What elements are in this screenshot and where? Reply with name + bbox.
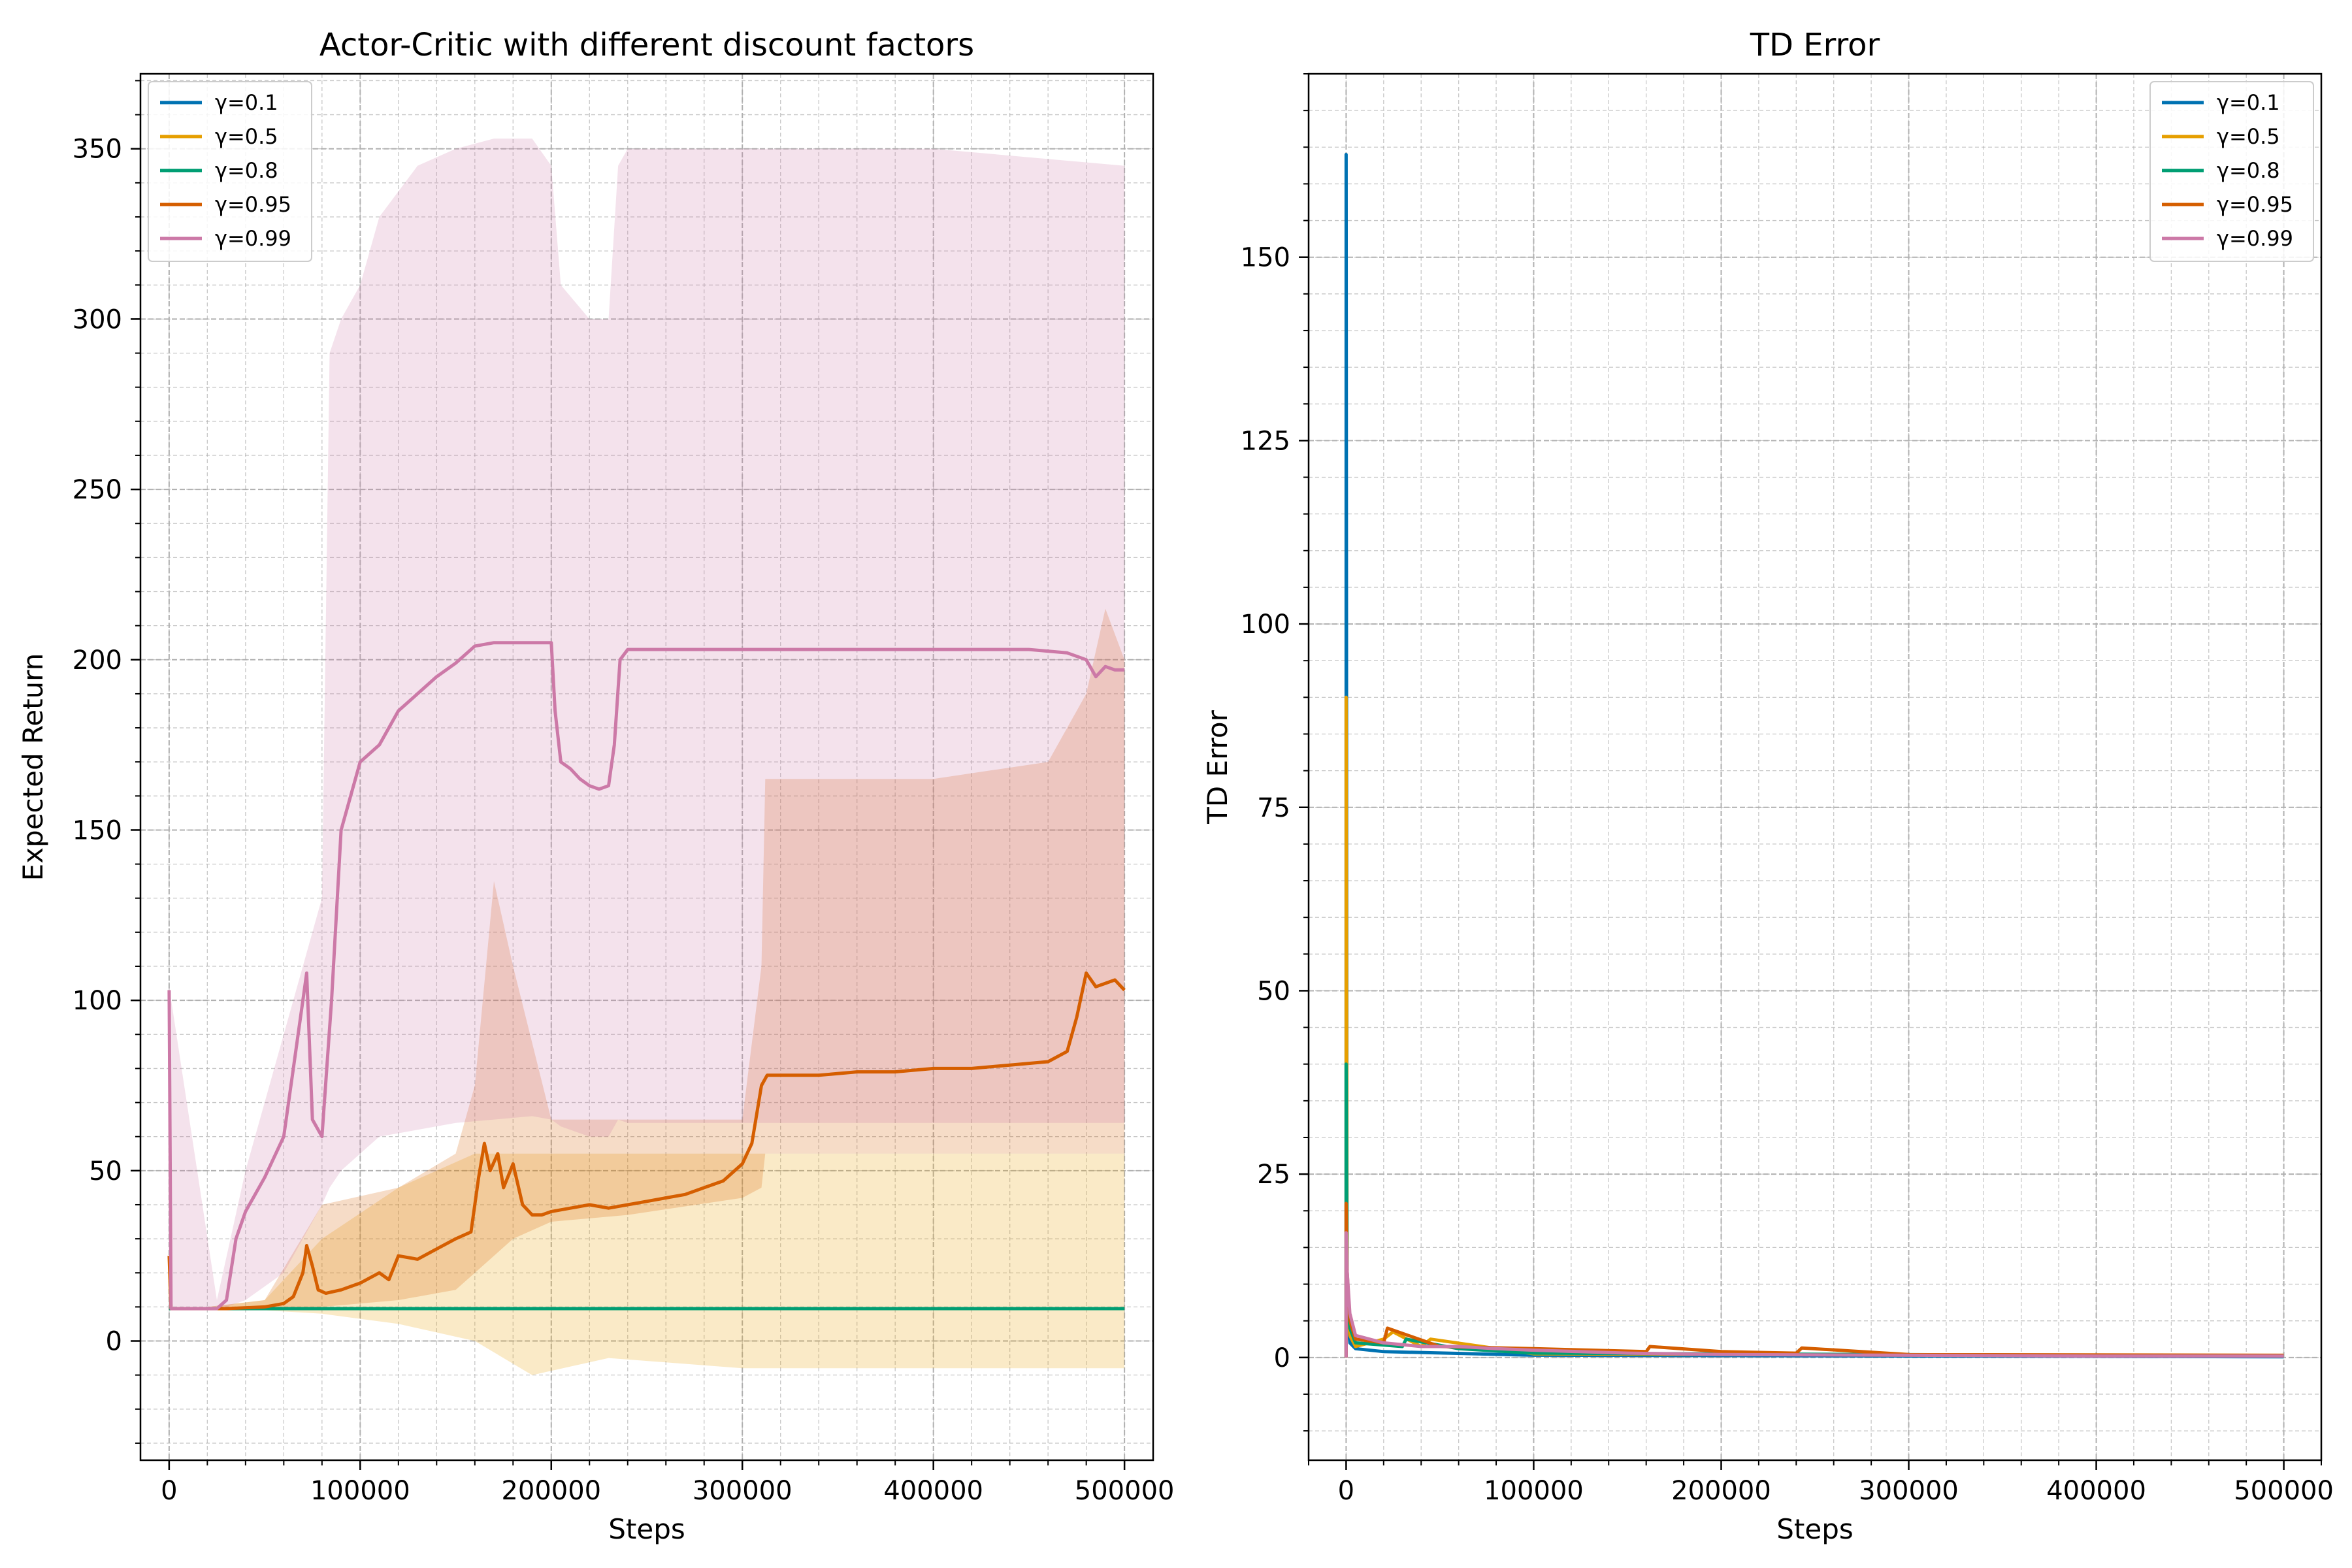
- x-tick-label: 300000: [1859, 1476, 1959, 1506]
- y-axis-label: Expected Return: [17, 653, 49, 881]
- legend-box: [2149, 81, 2314, 262]
- chart-title: TD Error: [1750, 27, 1880, 63]
- legend-label: γ=0.5: [215, 124, 278, 149]
- confidence-band: [169, 1153, 1125, 1375]
- series-line: [1344, 153, 2284, 1359]
- axes-frame: [1307, 73, 2323, 1462]
- legend-box: [148, 81, 312, 262]
- x-tick-label: 300000: [693, 1476, 792, 1506]
- series-line: [167, 971, 1126, 1311]
- y-tick-label: 0: [1274, 1343, 1290, 1373]
- y-tick-label: 0: [106, 1327, 122, 1357]
- ticks: 0 100000 200000 300000 400000 500000 0 50 100 150…: [73, 80, 1175, 1506]
- grid: [140, 74, 1153, 1460]
- x-tick-label: 500000: [2234, 1476, 2334, 1506]
- y-tick-label: 150: [1241, 243, 1290, 273]
- y-tick-label: 125: [1241, 426, 1290, 456]
- confidence-band: [169, 608, 1125, 1311]
- y-tick-label: 350: [73, 135, 122, 165]
- plot-area: [167, 139, 1126, 1375]
- x-tick-label: 400000: [2046, 1476, 2146, 1506]
- y-tick-label: 300: [73, 304, 122, 335]
- legend-label: γ=0.8: [215, 158, 278, 183]
- legend-label: γ=0.95: [215, 192, 291, 217]
- x-tick-label: 200000: [501, 1476, 601, 1506]
- y-tick-label: 150: [73, 815, 122, 845]
- x-tick-label: 100000: [310, 1476, 410, 1506]
- x-tick-label: 0: [1338, 1476, 1354, 1506]
- legend: γ=0.1 γ=0.5 γ=0.8 γ=0.95 γ=0.99: [2149, 81, 2314, 262]
- x-tick-label: 500000: [1075, 1476, 1175, 1506]
- y-tick-label: 75: [1257, 793, 1290, 823]
- legend-label: γ=0.1: [215, 90, 278, 115]
- axes-frame: [139, 73, 1154, 1462]
- plot-area: [1344, 153, 2284, 1359]
- x-tick-label: 200000: [1671, 1476, 1771, 1506]
- grid: [1308, 73, 2322, 1460]
- x-tick-label: 100000: [1484, 1476, 1584, 1506]
- legend-label: γ=0.1: [2217, 90, 2280, 115]
- x-tick-label: 400000: [883, 1476, 983, 1506]
- ticks: 0 100000 200000 300000 400000 500000 0 25 50 75 10…: [1241, 73, 2334, 1506]
- y-tick-label: 100: [1241, 610, 1290, 640]
- legend: γ=0.1 γ=0.5 γ=0.8 γ=0.95 γ=0.99: [148, 81, 312, 262]
- confidence-band: [169, 139, 1125, 1311]
- td-error-chart: 0 100000 200000 300000 400000 500000 0 25 50 75 10…: [1201, 27, 2334, 1545]
- y-tick-label: 100: [73, 986, 122, 1016]
- legend-label: γ=0.5: [2217, 124, 2280, 149]
- y-tick-label: 50: [89, 1156, 122, 1186]
- legend-label: γ=0.95: [2217, 192, 2293, 217]
- legend-label: γ=0.99: [215, 226, 291, 251]
- y-tick-label: 250: [73, 475, 122, 505]
- series-line: [1344, 1062, 2284, 1358]
- return-chart: 0 100000 200000 300000 400000 500000 0 50 100 150…: [17, 27, 1174, 1545]
- legend-label: γ=0.99: [2217, 226, 2293, 251]
- series-line: [1344, 1231, 2284, 1358]
- chart-title: Actor-Critic with different discount fac…: [319, 27, 974, 63]
- legend-label: γ=0.8: [2217, 158, 2280, 183]
- y-tick-label: 200: [73, 645, 122, 676]
- y-axis-label: TD Error: [1201, 710, 1233, 824]
- x-axis-label: Steps: [608, 1513, 685, 1545]
- y-tick-label: 25: [1257, 1160, 1290, 1190]
- x-tick-label: 0: [161, 1476, 177, 1506]
- series-line: [167, 641, 1125, 1311]
- x-axis-label: Steps: [1776, 1513, 1854, 1545]
- y-tick-label: 50: [1257, 976, 1290, 1006]
